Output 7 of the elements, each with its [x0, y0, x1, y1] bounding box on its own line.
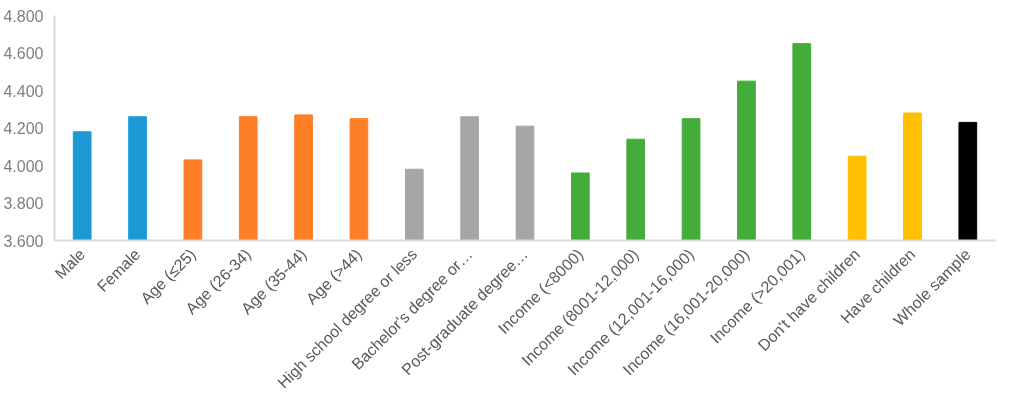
y-tick-label: 4.800 — [3, 7, 44, 25]
y-tick-label: 4.200 — [3, 120, 44, 137]
y-tick-label: 3.800 — [3, 195, 44, 212]
y-tick-label: 4.400 — [3, 82, 44, 100]
y-tick-label: 3.600 — [3, 232, 44, 250]
y-tick-label: 4.000 — [3, 157, 44, 175]
y-tick-label: 4.600 — [3, 45, 44, 62]
